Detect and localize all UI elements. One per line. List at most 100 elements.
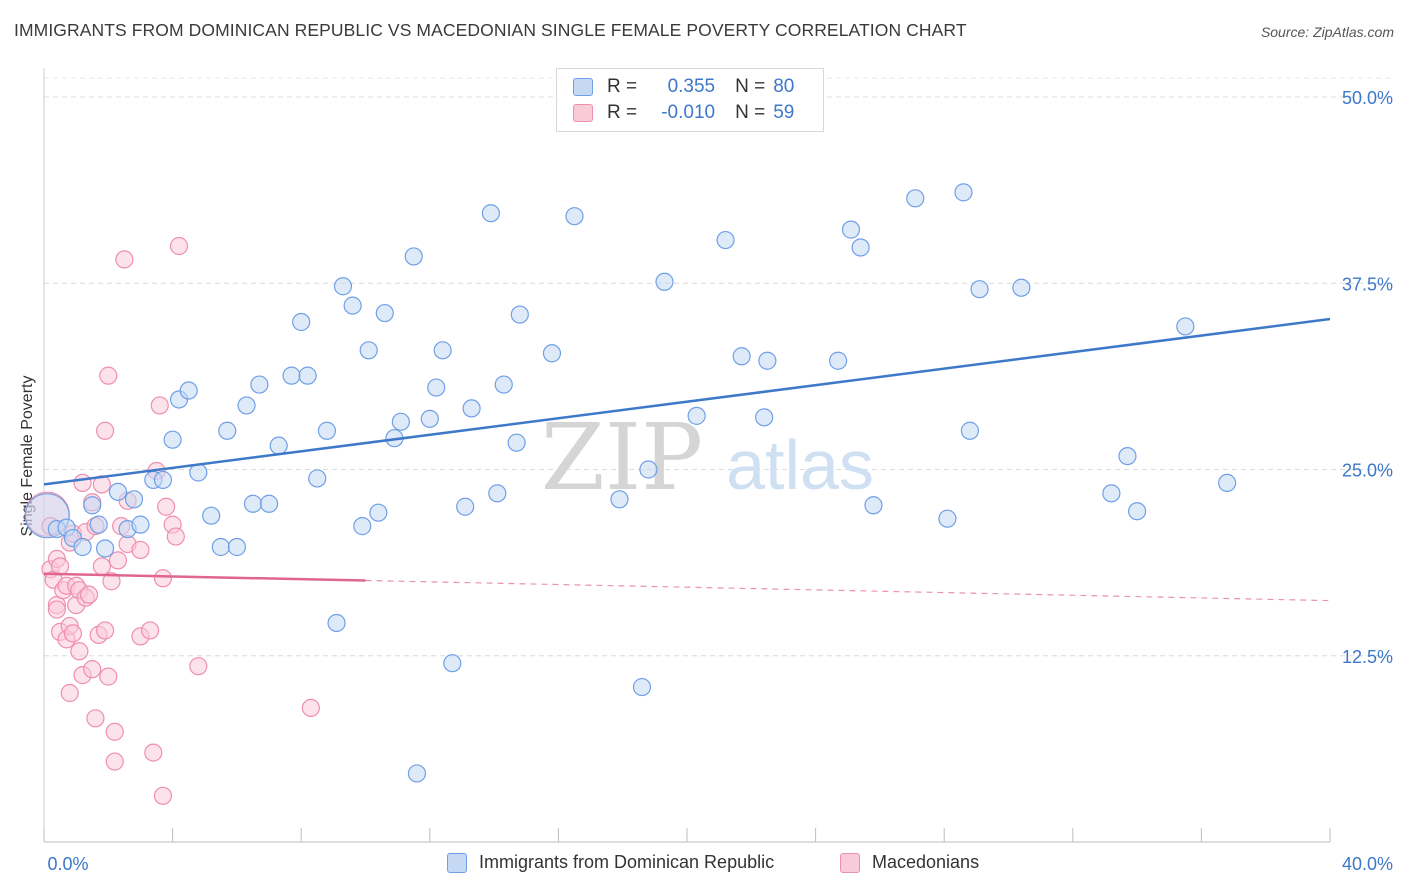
dominican-republic-point — [124, 490, 144, 509]
macedonians-point — [60, 683, 79, 703]
dominican-republic-point — [153, 470, 173, 490]
dominican-republic-point — [407, 764, 427, 783]
dominican-republic-point — [250, 375, 269, 394]
dominican-republic-point — [481, 204, 500, 223]
dominican-republic-point — [427, 378, 446, 397]
x-tick-label-min: 0.0% — [47, 854, 88, 874]
dominican-republic-point — [163, 430, 182, 449]
chart-legend: Immigrants from Dominican Republic Maced… — [0, 852, 1406, 878]
dominican-republic-point — [632, 677, 652, 697]
r-value: 0.355 — [667, 76, 716, 97]
macedonians-point — [50, 557, 70, 576]
n-value: 80 — [773, 76, 795, 97]
dominican-republic-point — [211, 537, 230, 557]
dominican-republic-point — [542, 344, 562, 363]
macedonians-point — [157, 497, 176, 516]
legend-item-dominican-republic[interactable]: Immigrants from Dominican Republic — [447, 852, 774, 873]
macedonians-point — [63, 624, 83, 643]
source-credit[interactable]: Source: ZipAtlas.com — [1260, 24, 1394, 40]
macedonians-point — [108, 551, 128, 570]
dominican-republic-point — [237, 396, 256, 415]
dominican-republic-point — [243, 494, 263, 513]
dominican-republic-point — [960, 421, 980, 440]
dominican-republic-point — [829, 351, 848, 370]
grid-lines — [44, 77, 1392, 657]
dominican-republic-point — [510, 305, 529, 324]
dominican-republic-point — [83, 496, 102, 515]
macedonians-point — [150, 396, 169, 415]
dominican-republic-point — [179, 381, 198, 400]
dominican-republic-point — [443, 654, 462, 673]
macedonians-point — [73, 473, 92, 493]
legend-swatch-blue — [447, 852, 467, 873]
y-tick-label: 37.5% — [1342, 274, 1393, 294]
dominican-republic-point — [687, 406, 706, 425]
y-tick-label: 12.5% — [1342, 647, 1393, 667]
dominican-republic-point — [494, 375, 513, 394]
dominican-republic-point — [343, 296, 362, 315]
dominican-republic-point — [732, 347, 751, 366]
macedonians-point — [99, 366, 118, 385]
legend-label: Macedonians — [872, 852, 980, 872]
dominican-republic-point — [131, 515, 150, 534]
macedonians-point — [131, 540, 150, 560]
dominican-republic-point — [507, 433, 526, 452]
chart-title: IMMIGRANTS FROM DOMINICAN REPUBLIC VS MA… — [14, 20, 967, 40]
macedonians-point — [153, 786, 173, 805]
dominican-republic-point — [488, 484, 507, 503]
macedonians-point — [153, 569, 173, 588]
axes — [43, 68, 1331, 843]
dominican-republic-point — [462, 399, 481, 418]
dominican-republic-point — [391, 412, 410, 431]
macedonians-point — [115, 250, 134, 269]
dominican-republic-point — [89, 515, 108, 534]
dominican-republic-point — [433, 341, 452, 360]
dominican-republic-point — [851, 238, 870, 257]
legend-item-macedonians[interactable]: Macedonians — [840, 852, 979, 873]
dominican-republic-point — [298, 366, 317, 385]
trend-line-dominican-republic — [43, 317, 1331, 486]
macedonians-point — [79, 585, 99, 604]
dominican-republic-point — [95, 539, 115, 558]
macedonians-point — [95, 621, 115, 640]
dominican-republic-point — [269, 436, 288, 455]
dominican-republic-point — [758, 351, 777, 370]
macedonians-point — [95, 421, 115, 440]
macedonians-point — [166, 527, 185, 546]
dominican-republic-point — [1176, 317, 1195, 336]
macedonians-point — [92, 557, 111, 576]
dominican-republic-point — [375, 303, 394, 323]
watermark: ZIP atlas — [541, 404, 874, 511]
dominican-republic-point — [841, 220, 861, 239]
dominican-republic-point — [259, 494, 279, 513]
macedonians-point — [105, 722, 124, 741]
legend-swatch-pink — [840, 852, 860, 873]
dominican-republic-point — [282, 366, 301, 385]
stats-swatch-pink — [573, 104, 593, 122]
dominican-republic-point — [1218, 473, 1237, 493]
dominican-republic-point — [353, 517, 372, 536]
dominican-republic-point — [202, 506, 221, 525]
dominican-republic-point — [317, 421, 337, 440]
n-label: N = — [735, 102, 766, 123]
stats-row-blue: R = 0.355 N = 80 — [573, 75, 794, 99]
y-tick-label: 25.0% — [1342, 461, 1393, 481]
n-label: N = — [735, 76, 766, 97]
trend-line-macedonians — [43, 572, 366, 582]
macedonians-point — [47, 600, 66, 619]
dominican-republic-point — [292, 312, 311, 332]
dominican-republic-point — [308, 469, 327, 488]
dominican-republic-point — [938, 509, 957, 528]
y-tick-label: 50.0% — [1342, 88, 1393, 108]
dominican-republic-point — [716, 230, 735, 250]
dominican-republic-point — [906, 189, 925, 208]
dominican-republic-point — [327, 613, 346, 633]
macedonians-point — [169, 236, 189, 256]
dominican-republic-point — [610, 490, 629, 509]
macedonians-point — [144, 743, 163, 762]
dominican-republic-point — [954, 183, 973, 202]
macedonians-point — [83, 660, 102, 679]
stats-swatch-blue — [573, 78, 593, 96]
macedonians-point — [70, 642, 89, 661]
